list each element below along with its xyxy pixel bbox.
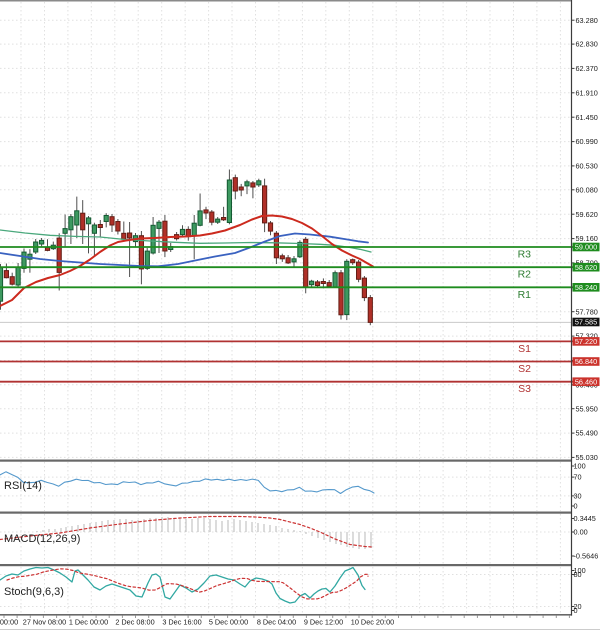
svg-text:R1: R1 — [518, 289, 532, 301]
svg-text:63.280: 63.280 — [576, 16, 598, 25]
svg-text:61.450: 61.450 — [576, 113, 598, 122]
svg-text:3 Dec 16:00: 3 Dec 16:00 — [162, 618, 201, 627]
svg-text:Stoch(9,6,3): Stoch(9,6,3) — [4, 586, 64, 598]
svg-text:62.830: 62.830 — [576, 40, 598, 49]
svg-text:0: 0 — [574, 502, 578, 511]
svg-text:62.370: 62.370 — [576, 64, 598, 73]
svg-text:100: 100 — [574, 462, 586, 471]
svg-text:59.000: 59.000 — [575, 243, 597, 252]
svg-text:57.220: 57.220 — [575, 337, 597, 346]
svg-text:59.160: 59.160 — [576, 234, 598, 243]
svg-text:60.530: 60.530 — [576, 162, 598, 171]
svg-text:57.585: 57.585 — [575, 318, 597, 327]
svg-text:20: 20 — [574, 602, 582, 611]
svg-text:55.030: 55.030 — [576, 453, 598, 462]
svg-text:55.490: 55.490 — [576, 429, 598, 438]
svg-text:S2: S2 — [518, 363, 531, 375]
svg-text:9 Dec 12:00: 9 Dec 12:00 — [304, 618, 343, 627]
svg-text:1 Dec 00:00: 1 Dec 00:00 — [69, 618, 108, 627]
svg-text:27 Nov 08:00: 27 Nov 08:00 — [23, 618, 66, 627]
svg-text:RSI(14): RSI(14) — [4, 480, 42, 492]
svg-text:0.3445: 0.3445 — [574, 514, 596, 523]
svg-text:57.780: 57.780 — [576, 307, 598, 316]
svg-text:R3: R3 — [518, 249, 532, 261]
svg-text:30: 30 — [574, 492, 582, 501]
svg-text:80: 80 — [574, 570, 582, 579]
svg-text:2 Dec 08:00: 2 Dec 08:00 — [115, 618, 154, 627]
svg-text:60.990: 60.990 — [576, 137, 598, 146]
svg-text:56.460: 56.460 — [575, 377, 597, 386]
svg-text:8 Dec 04:00: 8 Dec 04:00 — [257, 618, 296, 627]
svg-text:-0.5646: -0.5646 — [574, 552, 599, 561]
svg-text:61.910: 61.910 — [576, 88, 598, 97]
svg-text:5 Dec 00:00: 5 Dec 00:00 — [209, 618, 248, 627]
svg-text:56.840: 56.840 — [575, 357, 597, 366]
svg-text:100: 100 — [574, 566, 586, 575]
svg-text:00:00: 00:00 — [0, 618, 18, 627]
svg-text:R2: R2 — [518, 269, 532, 281]
svg-text:S1: S1 — [518, 343, 531, 355]
svg-text:MACD(12,26,9): MACD(12,26,9) — [4, 533, 80, 545]
svg-text:57.320: 57.320 — [576, 332, 598, 341]
svg-text:0: 0 — [574, 606, 578, 615]
svg-text:60.080: 60.080 — [576, 185, 598, 194]
svg-text:55.950: 55.950 — [576, 404, 598, 413]
svg-text:70: 70 — [574, 473, 582, 482]
svg-text:S3: S3 — [518, 383, 531, 395]
svg-text:58.620: 58.620 — [575, 263, 597, 272]
svg-text:58.240: 58.240 — [575, 283, 597, 292]
svg-text:10 Dec 20:00: 10 Dec 20:00 — [351, 618, 394, 627]
svg-text:0.00: 0.00 — [574, 528, 588, 537]
svg-text:59.620: 59.620 — [576, 210, 598, 219]
